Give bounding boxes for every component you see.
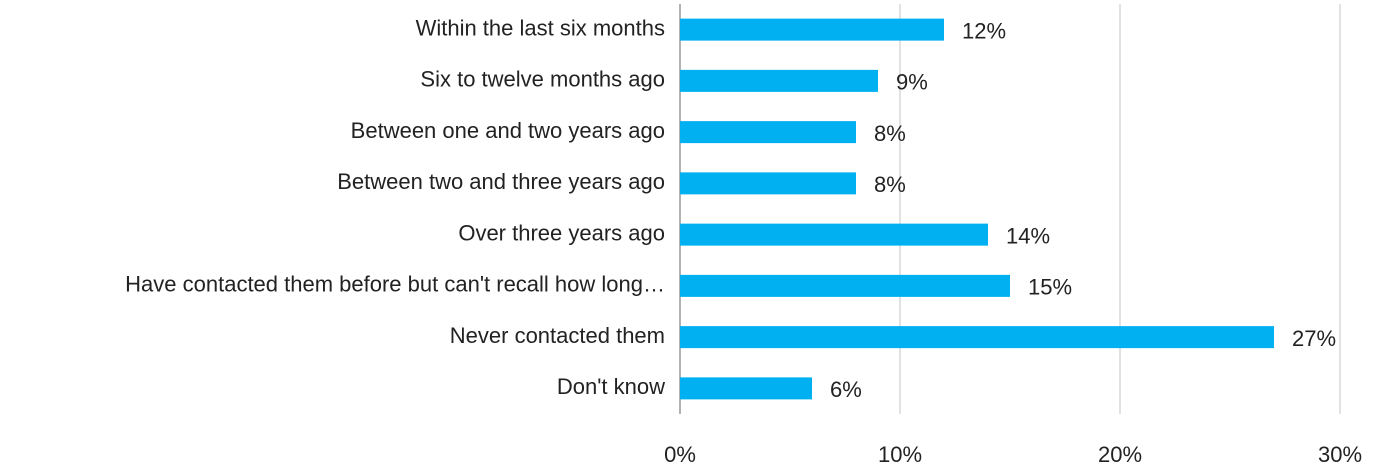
y-tick-label: Between one and two years ago — [351, 118, 665, 143]
bar — [680, 69, 878, 92]
value-label: 6% — [830, 377, 862, 402]
bar — [680, 326, 1274, 349]
y-tick-label: Between two and three years ago — [337, 169, 665, 194]
y-tick-label: Over three years ago — [458, 220, 665, 245]
value-label: 27% — [1292, 326, 1336, 351]
value-label: 15% — [1028, 275, 1072, 300]
x-tick-label: 20% — [1098, 442, 1142, 467]
x-tick-label: 10% — [878, 442, 922, 467]
bar — [680, 18, 944, 41]
bar — [680, 172, 856, 195]
value-label: 8% — [874, 121, 906, 146]
y-tick-label: Have contacted them before but can't rec… — [125, 272, 665, 297]
y-tick-label: Don't know — [557, 374, 665, 399]
value-label: 9% — [896, 70, 928, 95]
y-tick-label: Within the last six months — [416, 15, 665, 40]
bar — [680, 377, 812, 400]
x-tick-label: 30% — [1318, 442, 1362, 467]
bar — [680, 121, 856, 144]
y-tick-label: Six to twelve months ago — [420, 67, 665, 92]
bar — [680, 274, 1010, 297]
value-label: 8% — [874, 172, 906, 197]
x-tick-label: 0% — [664, 442, 696, 467]
y-tick-label: Never contacted them — [450, 323, 665, 348]
value-label: 12% — [962, 18, 1006, 43]
bar — [680, 223, 988, 246]
value-label: 14% — [1006, 223, 1050, 248]
